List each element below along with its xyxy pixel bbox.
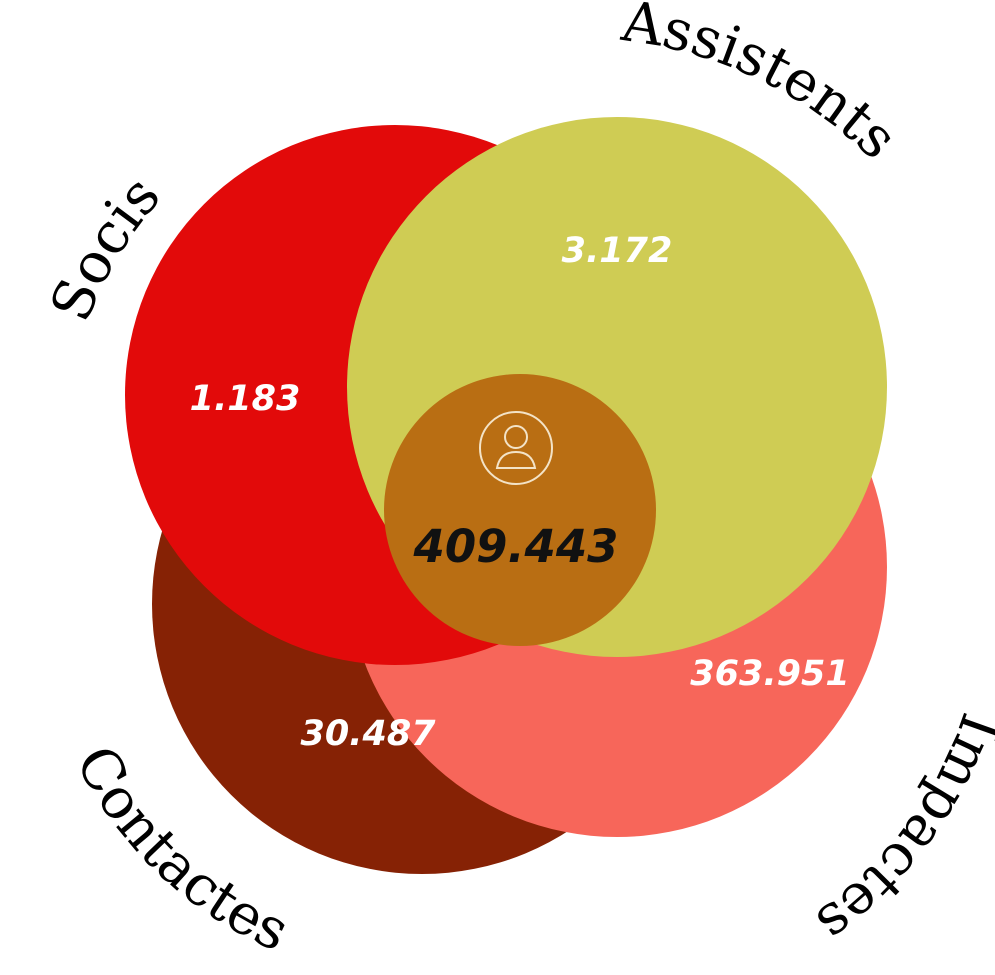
label-impactes: Impactes [804, 705, 995, 956]
value-socis: 1.183 [190, 379, 301, 419]
value-total: 409.443 [413, 520, 619, 573]
center-circle [384, 374, 656, 646]
value-assistents: 3.172 [562, 231, 673, 271]
user-circle-icon [479, 411, 553, 485]
value-contactes: 30.487 [300, 714, 436, 754]
value-impactes: 363.951 [690, 654, 849, 694]
